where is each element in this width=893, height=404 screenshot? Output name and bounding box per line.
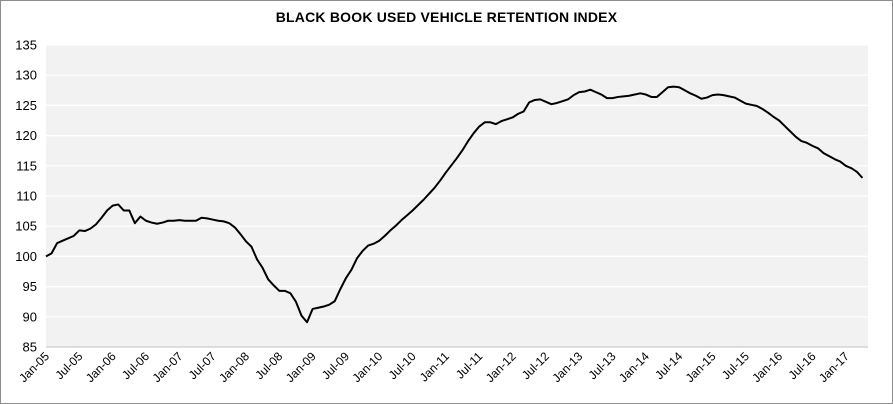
gridlines <box>46 44 868 348</box>
y-tick-label: 100 <box>15 249 37 264</box>
y-tick-label: 85 <box>23 340 37 355</box>
y-tick-label: 90 <box>23 309 37 324</box>
x-tick-label: Jul-07 <box>186 349 219 382</box>
x-tick-label: Jul-16 <box>786 349 819 382</box>
x-tick-label: Jan-06 <box>83 349 119 385</box>
x-tick-label: Jan-11 <box>417 349 452 384</box>
x-tick-label: Jan-15 <box>683 349 719 385</box>
y-tick-label: 115 <box>16 158 37 173</box>
x-tick-label: Jan-07 <box>150 349 186 385</box>
x-tick-label: Jul-06 <box>119 349 152 382</box>
y-tick-label: 95 <box>23 279 37 294</box>
x-tick-label: Jan-17 <box>816 349 852 385</box>
y-tick-label: 110 <box>16 189 37 204</box>
y-tick-label: 125 <box>15 98 37 113</box>
chart-title: BLACK BOOK USED VEHICLE RETENTION INDEX <box>275 9 618 25</box>
x-tick-label: Jul-08 <box>252 349 285 382</box>
x-tick-label: Jul-05 <box>52 349 85 382</box>
x-tick-label: Jul-14 <box>652 349 685 382</box>
y-tick-label: 105 <box>15 219 37 234</box>
x-tick-label: Jan-12 <box>483 349 519 385</box>
y-tick-label: 120 <box>15 128 37 143</box>
x-tick-label: Jul-09 <box>319 349 352 382</box>
x-tick-label: Jan-08 <box>216 349 252 385</box>
x-tick-label: Jan-16 <box>749 349 785 385</box>
x-tick-label: Jul-12 <box>519 349 552 382</box>
x-tick-label: Jan-09 <box>283 349 319 385</box>
x-tick-label: Jul-10 <box>386 349 419 382</box>
x-tick-label: Jul-11 <box>453 349 486 382</box>
x-tick-label: Jul-13 <box>586 349 619 382</box>
x-tick-label: Jan-14 <box>616 349 652 385</box>
series-line-retention-index <box>45 85 864 324</box>
y-tick-label: 130 <box>15 68 37 83</box>
y-tick-label: 135 <box>15 38 37 53</box>
x-tick-label: Jan-13 <box>549 349 585 385</box>
x-tick-label: Jul-15 <box>719 349 752 382</box>
x-tick-label: Jan-10 <box>350 349 386 385</box>
y-axis-labels: 85 90 95 100 105 110 115 120 125 130 135 <box>15 38 37 355</box>
